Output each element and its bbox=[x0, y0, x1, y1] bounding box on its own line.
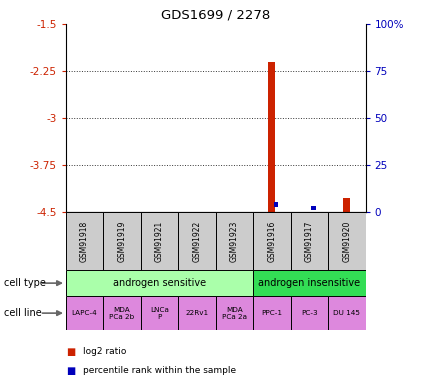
Text: ■: ■ bbox=[66, 347, 75, 357]
Text: cell type: cell type bbox=[4, 278, 46, 288]
Text: log2 ratio: log2 ratio bbox=[83, 347, 126, 356]
Text: androgen sensitive: androgen sensitive bbox=[113, 278, 206, 288]
Text: GSM91917: GSM91917 bbox=[305, 220, 314, 262]
Bar bbox=[178, 212, 215, 270]
Bar bbox=[269, 62, 275, 212]
Bar bbox=[274, 202, 278, 207]
Bar bbox=[178, 296, 215, 330]
Text: MDA
PCa 2a: MDA PCa 2a bbox=[222, 307, 247, 320]
Bar bbox=[328, 212, 366, 270]
Text: LNCa
P: LNCa P bbox=[150, 307, 169, 320]
Text: PPC-1: PPC-1 bbox=[261, 310, 282, 316]
Bar bbox=[291, 296, 328, 330]
Bar bbox=[66, 296, 103, 330]
Text: GSM91921: GSM91921 bbox=[155, 220, 164, 262]
Bar bbox=[66, 270, 253, 296]
Text: LAPC-4: LAPC-4 bbox=[72, 310, 97, 316]
Text: DU 145: DU 145 bbox=[333, 310, 360, 316]
Bar bbox=[66, 212, 103, 270]
Text: cell line: cell line bbox=[4, 308, 42, 318]
Bar bbox=[215, 212, 253, 270]
Bar bbox=[311, 206, 316, 210]
Bar bbox=[103, 212, 141, 270]
Bar bbox=[253, 212, 291, 270]
Bar bbox=[253, 296, 291, 330]
Text: GSM91918: GSM91918 bbox=[80, 220, 89, 262]
Text: GSM91922: GSM91922 bbox=[193, 220, 201, 262]
Bar bbox=[215, 296, 253, 330]
Bar bbox=[103, 296, 141, 330]
Title: GDS1699 / 2278: GDS1699 / 2278 bbox=[161, 9, 270, 22]
Text: GSM91916: GSM91916 bbox=[267, 220, 276, 262]
Text: 22Rv1: 22Rv1 bbox=[185, 310, 209, 316]
Bar bbox=[141, 296, 178, 330]
Text: percentile rank within the sample: percentile rank within the sample bbox=[83, 366, 236, 375]
Bar bbox=[141, 212, 178, 270]
Bar bbox=[328, 296, 366, 330]
Text: MDA
PCa 2b: MDA PCa 2b bbox=[109, 307, 135, 320]
Bar bbox=[343, 198, 350, 212]
Text: androgen insensitive: androgen insensitive bbox=[258, 278, 360, 288]
Text: ■: ■ bbox=[66, 366, 75, 375]
Text: GSM91923: GSM91923 bbox=[230, 220, 239, 262]
Bar bbox=[291, 212, 328, 270]
Text: PC-3: PC-3 bbox=[301, 310, 317, 316]
Text: GSM91919: GSM91919 bbox=[118, 220, 127, 262]
Bar bbox=[253, 270, 366, 296]
Text: GSM91920: GSM91920 bbox=[342, 220, 351, 262]
